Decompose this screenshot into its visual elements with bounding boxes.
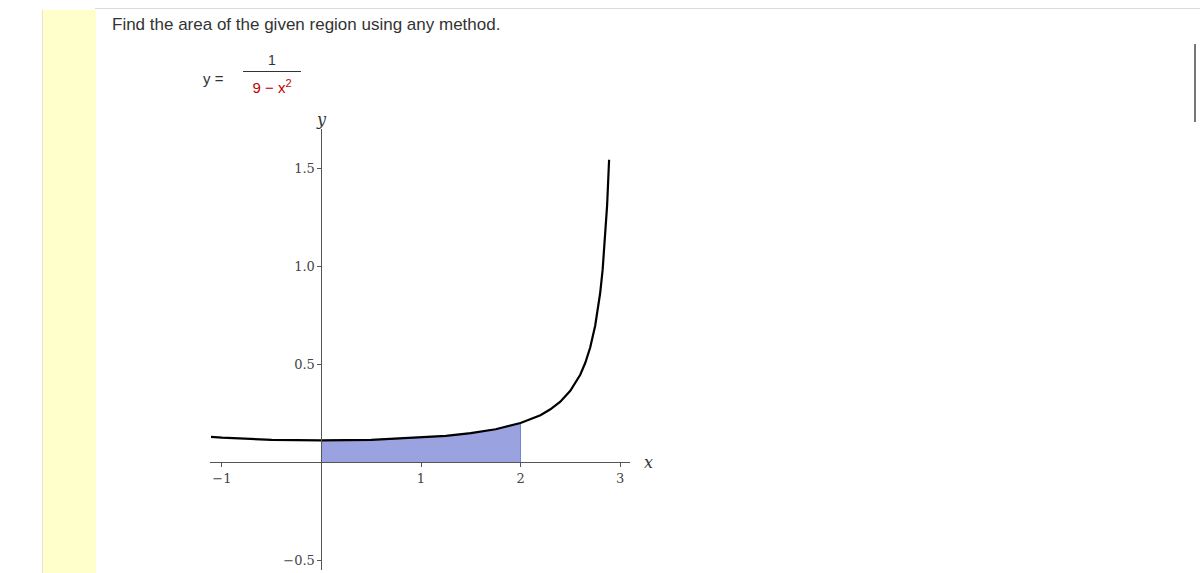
svg-text:1: 1	[417, 471, 425, 486]
svg-text:y: y	[316, 110, 327, 129]
html-text:1: 1	[268, 52, 276, 68]
html-text:y =: y =	[203, 70, 224, 87]
svg-text:0.5: 0.5	[294, 357, 315, 372]
svg-text:−0.5: −0.5	[283, 553, 315, 568]
svg-text:1.0: 1.0	[294, 259, 315, 274]
svg-text:3: 3	[616, 471, 624, 486]
svg-text:2: 2	[516, 471, 524, 486]
html-text:9 − x2: 9 − x2	[252, 77, 292, 96]
svg-text:1.5: 1.5	[294, 161, 315, 176]
html-text:Find the area of the given reg: Find the area of the given region using …	[112, 15, 501, 34]
svg-text:x: x	[644, 453, 653, 472]
svg-text:−1: −1	[212, 471, 231, 486]
